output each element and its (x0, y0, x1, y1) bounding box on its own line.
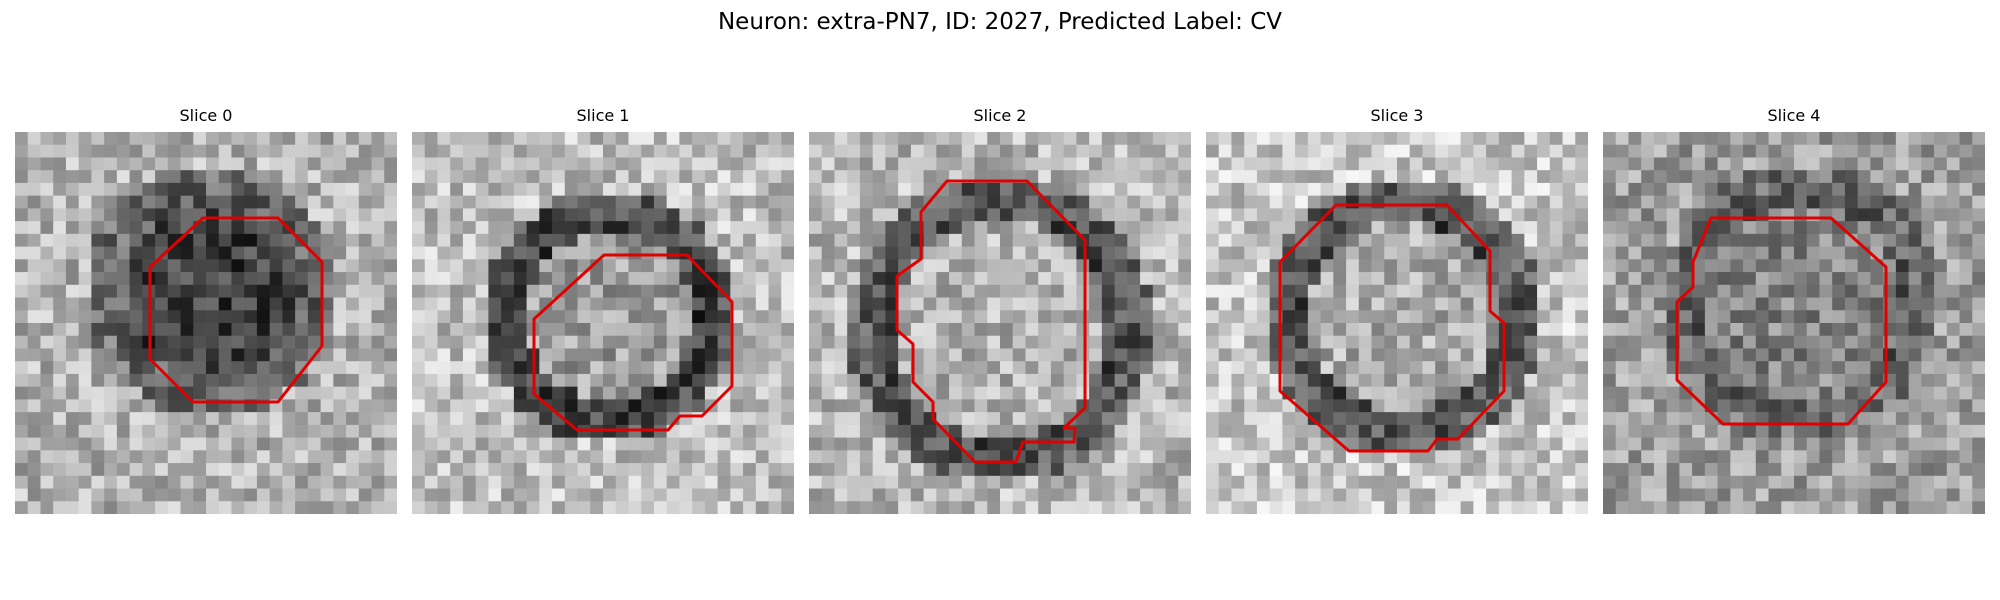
contour-outline-1 (532, 253, 734, 432)
contour-outline-3 (1278, 203, 1506, 453)
slice-image-0 (15, 132, 397, 514)
contour-outline-4 (1675, 216, 1888, 426)
slice-pixels-3 (1206, 132, 1588, 514)
slice-image-2 (809, 132, 1191, 514)
slice-pixels-1 (412, 132, 794, 514)
slice-title-3: Slice 3 (1370, 106, 1424, 125)
slice-pixels-2 (809, 132, 1191, 514)
slice-panel-3: Slice 3 (1206, 106, 1588, 514)
contour-outline-0 (148, 216, 324, 404)
contour-outline-2 (895, 179, 1087, 464)
slice-title-1: Slice 1 (576, 106, 630, 125)
slice-title-0: Slice 0 (179, 106, 233, 125)
slice-pixels-4 (1603, 132, 1985, 514)
slice-panel-2: Slice 2 (809, 106, 1191, 514)
slice-image-3 (1206, 132, 1588, 514)
slice-image-4 (1603, 132, 1985, 514)
slice-title-2: Slice 2 (973, 106, 1027, 125)
slice-panel-1: Slice 1 (412, 106, 794, 514)
slice-image-1 (412, 132, 794, 514)
slice-pixels-0 (15, 132, 397, 514)
figure-title: Neuron: extra-PN7, ID: 2027, Predicted L… (717, 9, 1283, 35)
slice-panel-4: Slice 4 (1603, 106, 1985, 514)
slice-panel-0: Slice 0 (15, 106, 397, 514)
slice-title-4: Slice 4 (1767, 106, 1821, 125)
